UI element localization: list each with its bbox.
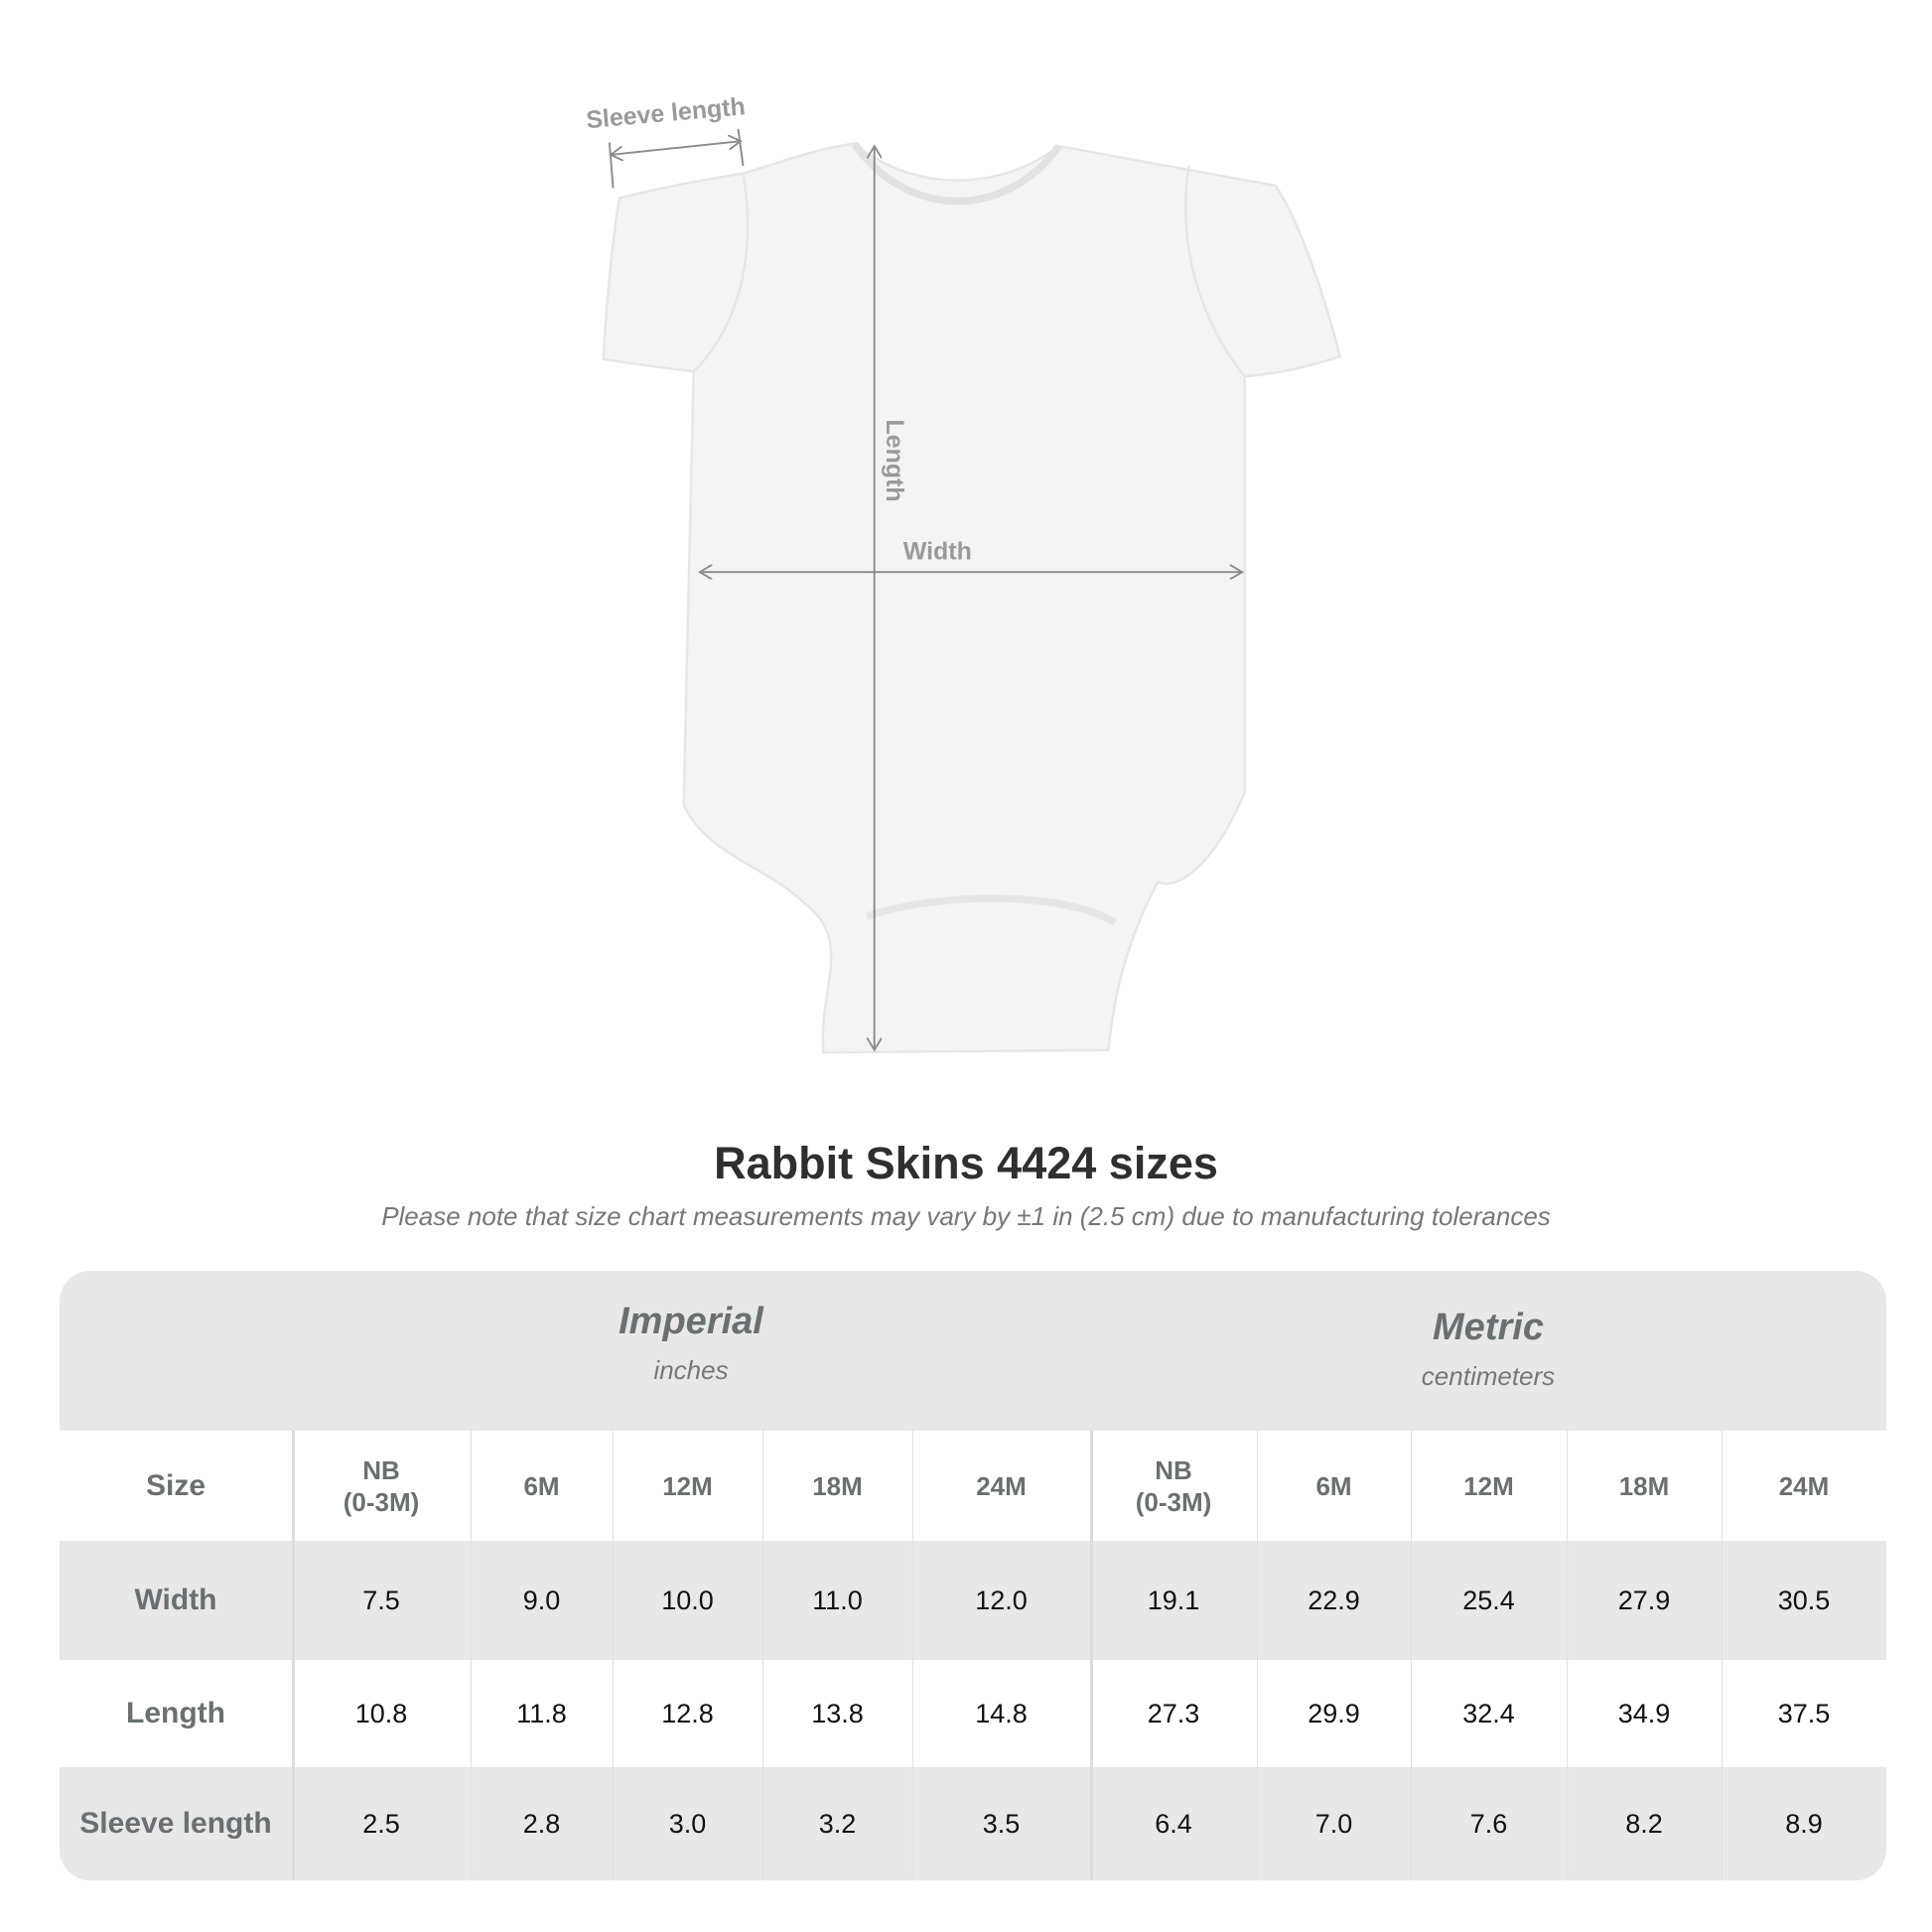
column-divider — [1090, 1431, 1093, 1880]
table-cell: 7.5 — [362, 1585, 400, 1615]
page-title: Rabbit Skins 4424 sizes — [714, 1138, 1218, 1188]
table-cell: 3.2 — [818, 1808, 857, 1839]
length-arrow: Length — [875, 146, 908, 1049]
table-cell: 11.8 — [516, 1698, 567, 1728]
table-cell: 7.6 — [1469, 1808, 1508, 1839]
size-column-header: NB (0-3M) — [343, 1454, 420, 1517]
sleeve-length-label: Sleeve length — [585, 92, 747, 134]
group-unit: inches — [653, 1355, 729, 1385]
row-label: Length — [126, 1697, 225, 1729]
table-cell: 7.0 — [1314, 1808, 1353, 1839]
table-cell: 34.9 — [1617, 1698, 1671, 1728]
group-imperial: Imperial inches — [292, 1301, 1090, 1386]
table-cell: 10.0 — [661, 1585, 714, 1615]
row-label: Sleeve length — [79, 1807, 272, 1840]
row-band — [60, 1767, 1886, 1880]
width-arrow: Width — [700, 538, 1242, 572]
size-column-header: 24M — [976, 1470, 1027, 1501]
table-cell: 11.0 — [812, 1585, 863, 1615]
size-header: Size — [145, 1468, 207, 1502]
size-column-header: 6M — [523, 1470, 560, 1501]
table-cell: 14.8 — [975, 1698, 1028, 1728]
table-cell: 13.8 — [811, 1698, 864, 1728]
table-cell: 19.1 — [1147, 1585, 1200, 1615]
size-table: Imperial inches Metric centimeters Size N… — [60, 1271, 1886, 1880]
size-column-header: NB (0-3M) — [1135, 1454, 1212, 1517]
size-column-header: 12M — [662, 1470, 713, 1501]
size-column-header: 6M — [1315, 1470, 1352, 1501]
column-divider — [1257, 1431, 1258, 1880]
column-divider — [762, 1431, 763, 1880]
table-cell: 37.5 — [1777, 1698, 1831, 1728]
table-cell: 6.4 — [1155, 1808, 1192, 1839]
onesie-garment — [602, 141, 1342, 1054]
length-label: Length — [881, 419, 908, 501]
table-cell: 27.9 — [1617, 1585, 1671, 1615]
table-cell: 22.9 — [1308, 1585, 1360, 1615]
column-divider — [1411, 1431, 1412, 1880]
group-unit: centimeters — [1421, 1361, 1556, 1391]
group-name: Metric — [1433, 1307, 1544, 1348]
group-metric: Metric centimeters — [1090, 1307, 1886, 1392]
size-column-header: 18M — [812, 1470, 863, 1501]
table-cell: 30.5 — [1777, 1585, 1831, 1615]
table-cell: 9.0 — [522, 1585, 561, 1615]
table-cell: 2.5 — [362, 1808, 400, 1839]
column-divider — [1567, 1431, 1568, 1880]
table-cell: 10.8 — [354, 1698, 408, 1728]
table-cell: 29.9 — [1308, 1698, 1360, 1728]
table-cell: 25.4 — [1462, 1585, 1515, 1615]
width-label: Width — [903, 538, 972, 566]
table-cell: 8.2 — [1625, 1808, 1663, 1839]
column-divider — [613, 1431, 614, 1880]
sleeve-length-arrow: Sleeve length — [585, 92, 747, 189]
row-band — [60, 1541, 1886, 1660]
size-column-header: 18M — [1618, 1470, 1670, 1501]
size-column-header: 12M — [1463, 1470, 1514, 1501]
column-divider — [912, 1431, 913, 1880]
column-divider — [292, 1431, 295, 1880]
table-cell: 3.0 — [668, 1808, 707, 1839]
table-cell: 27.3 — [1147, 1698, 1200, 1728]
tolerance-note: Please note that size chart measurements… — [381, 1201, 1551, 1231]
column-divider — [1722, 1431, 1723, 1880]
table-cell: 32.4 — [1462, 1698, 1515, 1728]
table-cell: 8.9 — [1785, 1808, 1823, 1839]
group-name: Imperial — [619, 1301, 763, 1342]
size-column-header: 24M — [1778, 1470, 1830, 1501]
column-divider — [471, 1431, 472, 1880]
table-cell: 12.0 — [975, 1585, 1028, 1615]
onesie-diagram: Sleeve length Length Width — [585, 92, 1342, 1054]
row-label: Width — [134, 1584, 217, 1616]
table-cell: 2.8 — [522, 1808, 561, 1839]
table-cell: 12.8 — [661, 1698, 714, 1728]
header-band — [60, 1271, 1886, 1431]
table-cell: 3.5 — [982, 1808, 1021, 1839]
